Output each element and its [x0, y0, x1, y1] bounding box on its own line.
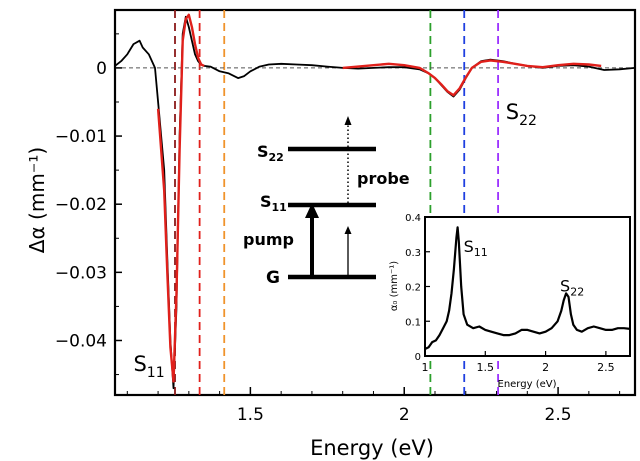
- main-plot-frame: [113, 8, 637, 397]
- inset-y-tick-label: 0.2: [405, 283, 421, 294]
- main-y-axis-label: Δα (mm⁻¹): [25, 147, 49, 253]
- level-label-s22: S22: [257, 142, 284, 164]
- inset-y-axis-label: α₀ (mm⁻¹): [389, 261, 400, 311]
- main-y-tick-label: −0.04: [55, 331, 107, 351]
- inset-x-tick-label: 2.5: [597, 361, 615, 374]
- pump-label: pump: [243, 230, 294, 249]
- probe-arrowhead: [344, 116, 352, 125]
- main-y-tick-label: −0.02: [55, 195, 107, 215]
- inset-y-tick-label: 0: [415, 352, 421, 363]
- inset-chart: 0 0.1 0.2 0.3 0.4 1 1.5 2 2.5 α₀ (mm⁻¹) Energy …: [389, 213, 631, 390]
- main-x-ticks: 1.5 2 2.5: [126, 387, 621, 425]
- main-y-tick-label: 0: [96, 59, 107, 79]
- pump-arrowhead: [305, 203, 319, 218]
- inset-x-tick-label: 1.5: [477, 361, 495, 374]
- main-x-tick-label: 2.5: [545, 405, 572, 425]
- level-label-ground: G: [266, 268, 280, 288]
- inset-annotation: S22: [560, 277, 584, 299]
- energy-level-diagram: S22 S11 G pump probe: [243, 116, 410, 288]
- inset-y-tick-label: 0.3: [405, 248, 421, 259]
- main-x-axis-label: Energy (eV): [310, 436, 434, 460]
- inset-x-tick-label: 1: [422, 361, 429, 374]
- inset-y-tick-label: 0.4: [405, 213, 421, 224]
- main-x-tick-label: 1.5: [237, 405, 264, 425]
- inset-y-ticks: 0 0.1 0.2 0.3 0.4: [405, 213, 430, 363]
- probe-ground-arrowhead: [344, 226, 352, 234]
- main-y-ticks: 0 −0.01 −0.02 −0.03 −0.04: [55, 33, 122, 376]
- inset-x-axis-label: Energy (eV): [498, 379, 557, 390]
- main-annotation: S22: [506, 100, 537, 129]
- main-x-tick-label: 2: [399, 405, 410, 425]
- inset-annotations: S11 S22: [464, 237, 585, 299]
- inset-annotation: S11: [464, 237, 488, 259]
- main-series-line: [342, 59, 602, 97]
- main-y-tick-label: −0.03: [55, 263, 107, 283]
- inset-series-group: [424, 226, 631, 350]
- main-annotations: S11 S22: [133, 100, 536, 381]
- inset-series-line: [424, 226, 631, 350]
- main-annotation: S11: [133, 352, 164, 381]
- main-y-tick-label: −0.01: [55, 127, 107, 147]
- inset-x-ticks: 1 1.5 2 2.5: [422, 351, 615, 374]
- main-series-line: [156, 13, 205, 383]
- probe-label: probe: [357, 169, 410, 188]
- level-label-s11: S11: [260, 192, 287, 214]
- main-series-group: [114, 13, 636, 390]
- inset-x-tick-label: 2: [542, 361, 549, 374]
- inset-y-tick-label: 0.1: [405, 317, 421, 328]
